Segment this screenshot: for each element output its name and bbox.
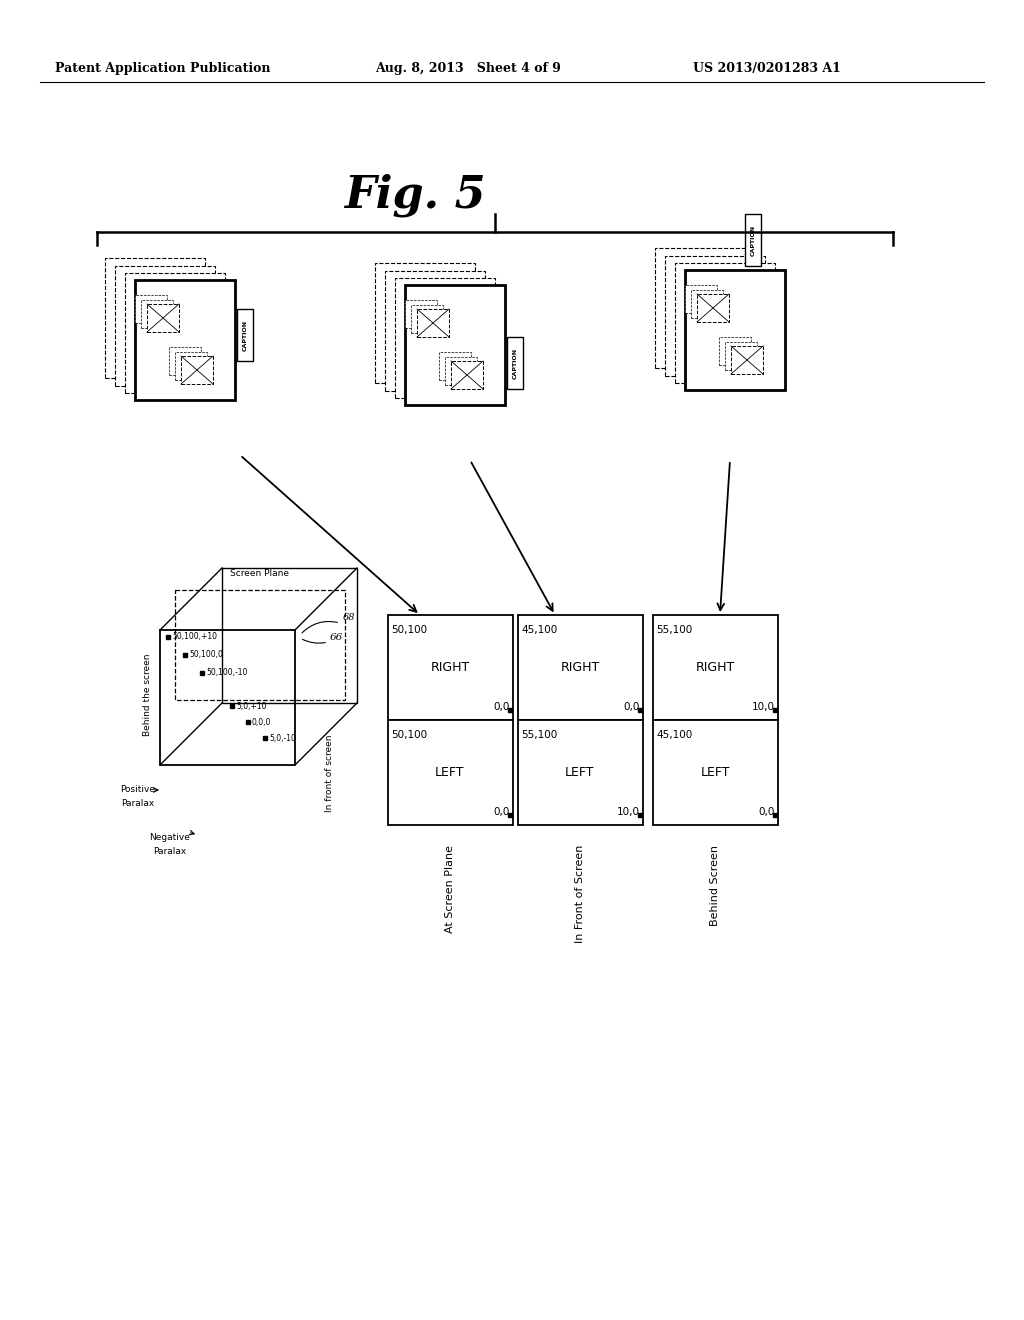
Text: RIGHT: RIGHT (695, 661, 734, 675)
Bar (444, 356, 477, 384)
Text: Aug. 8, 2013   Sheet 4 of 9: Aug. 8, 2013 Sheet 4 of 9 (375, 62, 561, 75)
Text: Screen Plane: Screen Plane (230, 569, 290, 578)
Bar (517, 615, 642, 719)
Text: 68: 68 (343, 612, 355, 622)
Text: Behind Screen: Behind Screen (710, 845, 720, 927)
Bar (517, 719, 642, 825)
Bar (135, 280, 234, 400)
Bar (665, 256, 765, 376)
Text: 50,100,-10: 50,100,-10 (206, 668, 248, 677)
Text: Behind the screen: Behind the screen (143, 653, 153, 737)
Bar (134, 294, 167, 323)
Text: Fig. 5: Fig. 5 (344, 173, 485, 216)
Text: 10,0: 10,0 (752, 702, 774, 711)
Text: 55,100: 55,100 (656, 624, 693, 635)
Bar (652, 615, 777, 719)
Text: Patent Application Publication: Patent Application Publication (55, 62, 270, 75)
Bar (237, 309, 253, 360)
Bar (655, 248, 755, 368)
Text: RIGHT: RIGHT (560, 661, 600, 675)
Text: LEFT: LEFT (435, 766, 465, 779)
Text: 45,100: 45,100 (521, 624, 558, 635)
Text: 10,0: 10,0 (616, 807, 640, 817)
Bar (181, 356, 213, 384)
Text: 5,0,+10: 5,0,+10 (236, 701, 266, 710)
Text: 0,0: 0,0 (624, 702, 640, 711)
Text: CAPTION: CAPTION (512, 347, 517, 379)
Text: Paralax: Paralax (122, 800, 155, 808)
Bar (451, 360, 483, 389)
Text: Negative: Negative (150, 833, 190, 842)
Bar (417, 309, 449, 337)
Text: 50,100,+10: 50,100,+10 (172, 632, 217, 642)
Text: At Screen Plane: At Screen Plane (445, 845, 455, 933)
Bar (169, 347, 201, 375)
Text: Positive: Positive (121, 785, 156, 795)
Bar (684, 285, 717, 313)
Text: US 2013/0201283 A1: US 2013/0201283 A1 (693, 62, 841, 75)
Bar (719, 337, 751, 366)
Text: RIGHT: RIGHT (430, 661, 470, 675)
Bar (375, 264, 475, 383)
Bar (395, 277, 495, 397)
Bar (406, 285, 505, 405)
Text: In Front of Screen: In Front of Screen (575, 845, 585, 944)
Text: Paralax: Paralax (154, 847, 186, 857)
Bar (175, 351, 207, 380)
Bar (685, 271, 785, 389)
Bar (387, 719, 512, 825)
Text: CAPTION: CAPTION (751, 224, 756, 256)
Text: CAPTION: CAPTION (243, 319, 248, 351)
Bar (125, 273, 225, 393)
Text: 50,100: 50,100 (391, 624, 428, 635)
Bar (115, 265, 215, 385)
Text: 0,0: 0,0 (494, 702, 510, 711)
Text: 0,0,0: 0,0,0 (252, 718, 271, 726)
Bar (385, 271, 485, 391)
Text: 45,100: 45,100 (656, 730, 693, 741)
Bar (140, 300, 173, 327)
Bar (147, 304, 179, 333)
Bar (725, 342, 757, 370)
Text: 0,0: 0,0 (758, 807, 774, 817)
Bar (404, 300, 436, 327)
Bar (697, 294, 729, 322)
Text: 50,100,0: 50,100,0 (189, 651, 223, 660)
Bar (438, 352, 470, 380)
Bar (507, 337, 523, 389)
Bar (652, 719, 777, 825)
Text: LEFT: LEFT (700, 766, 730, 779)
Bar (745, 214, 761, 267)
Bar (411, 305, 442, 333)
Text: 5,0,-10: 5,0,-10 (269, 734, 296, 742)
Bar (387, 615, 512, 719)
Text: 55,100: 55,100 (521, 730, 558, 741)
Text: In front of screen: In front of screen (326, 734, 335, 812)
Text: LEFT: LEFT (565, 766, 595, 779)
Text: 0,0: 0,0 (494, 807, 510, 817)
Bar (691, 289, 723, 318)
Bar (105, 259, 205, 379)
Bar (675, 263, 775, 383)
Text: 50,100: 50,100 (391, 730, 428, 741)
Text: 66: 66 (330, 634, 343, 643)
Bar (731, 346, 763, 374)
